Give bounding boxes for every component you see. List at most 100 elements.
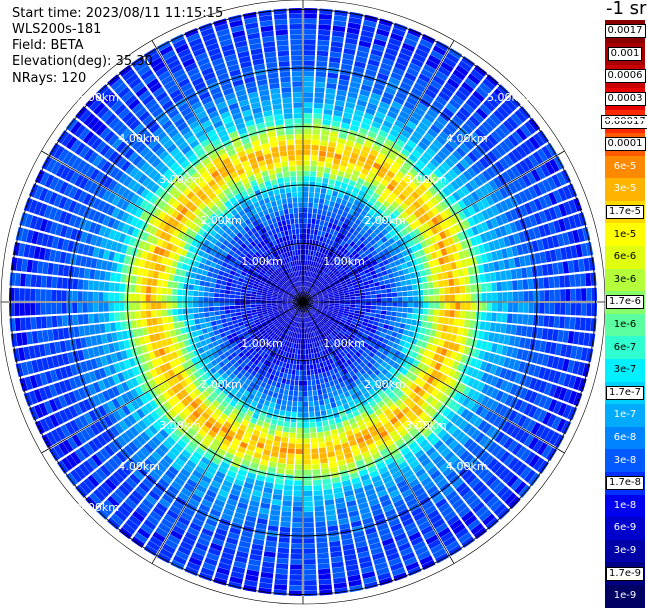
range-gate-cell [513, 292, 519, 302]
range-gate-cell [296, 444, 303, 449]
range-gate-cell [286, 464, 294, 470]
range-gate-cell [374, 282, 380, 287]
range-gate-cell [340, 298, 345, 300]
range-gate-cell [304, 171, 310, 176]
range-gate-cell [316, 421, 322, 427]
range-gate-cell [235, 306, 240, 309]
range-gate-cell [219, 306, 225, 310]
range-gate-cell [303, 255, 305, 260]
range-gate-cell [315, 516, 325, 522]
range-gate-cell [481, 284, 487, 292]
range-gate-cell [315, 82, 325, 88]
range-gate-cell [304, 491, 313, 496]
range-gate-cell [312, 145, 319, 151]
range-gate-cell [433, 281, 439, 288]
range-gate-cell [304, 590, 317, 596]
range-gate-cell [304, 507, 313, 512]
range-gate-cell [295, 470, 303, 475]
range-gate-cell [289, 364, 293, 370]
range-gate-cell [304, 34, 316, 40]
range-gate-cell [311, 438, 318, 444]
range-gate-cell [319, 225, 324, 231]
range-gate-cell [285, 384, 290, 390]
range-gate-cell [317, 368, 321, 374]
range-gate-cell [303, 244, 306, 249]
range-gate-cell [449, 287, 455, 294]
range-gate-cell [298, 391, 302, 396]
range-gate-cell [286, 469, 294, 475]
range-gate-cell [466, 294, 471, 301]
range-gate-cell [316, 235, 320, 241]
range-gate-cell [304, 543, 315, 549]
range-gate-cell [290, 422, 296, 428]
range-gate-cell [304, 155, 311, 160]
range-gate-cell [502, 303, 507, 312]
range-gate-cell [281, 405, 287, 411]
range-gate-cell [282, 506, 292, 512]
range-gate-cell [396, 312, 402, 317]
range-gate-cell [371, 306, 376, 310]
range-gate-cell [434, 288, 440, 294]
range-gate-cell [543, 277, 549, 288]
range-gate-cell [491, 282, 497, 291]
range-gate-cell [235, 309, 241, 313]
range-gate-cell [345, 295, 350, 298]
range-gate-cell [283, 427, 289, 433]
range-gate-cell [316, 177, 322, 183]
range-gate-cell [316, 537, 327, 543]
range-gate-cell [301, 339, 303, 344]
range-gate-cell [386, 311, 392, 316]
range-gate-cell [313, 119, 321, 125]
range-gate-cell [221, 319, 227, 324]
range-gate-cell [251, 307, 256, 310]
range-gate-cell [317, 166, 324, 172]
range-gate-cell [401, 318, 407, 323]
range-gate-cell [318, 156, 325, 162]
range-gate-cell [318, 395, 323, 401]
range-gate-cell [295, 465, 302, 470]
range-gate-cell [290, 380, 294, 386]
range-gate-cell [236, 315, 242, 319]
range-gate-cell [390, 316, 396, 321]
range-gate-cell [304, 512, 314, 518]
range-gate-cell [280, 447, 287, 453]
range-gate-cell [470, 285, 476, 293]
range-gate-cell [178, 315, 184, 321]
range-gate-cell [304, 76, 314, 82]
range-gate-cell [282, 378, 287, 384]
range-gate-cell [225, 310, 231, 314]
range-gate-cell [315, 224, 319, 230]
range-gate-cell [444, 287, 450, 294]
range-gate-cell [301, 344, 303, 349]
range-gate-cell [307, 218, 311, 224]
range-gate-cell [560, 289, 566, 301]
range-gate-cell [319, 198, 324, 204]
range-gate-cell [354, 310, 360, 313]
range-gate-cell [303, 181, 308, 186]
range-gate-cell [528, 303, 534, 313]
range-gate-cell [294, 480, 302, 485]
range-gate-cell [555, 290, 561, 301]
range-gate-cell [443, 317, 449, 324]
range-gate-cell [318, 437, 325, 443]
range-gate-cell [350, 307, 355, 310]
range-gate-cell [370, 287, 376, 291]
range-gate-cell [439, 310, 445, 317]
range-gate-cell [318, 204, 323, 210]
range-gate-cell [570, 289, 576, 301]
range-gate-cell [314, 369, 318, 375]
range-gate-cell [310, 181, 316, 187]
range-gate-cell [298, 344, 300, 349]
range-gate-cell [315, 411, 321, 417]
range-gate-cell [311, 375, 315, 381]
range-gate-cell [523, 291, 529, 301]
range-gate-cell [376, 306, 381, 310]
range-gate-cell [261, 304, 266, 306]
range-gate-cell [319, 151, 326, 157]
range-gate-cell [304, 40, 316, 46]
range-gate-cell [450, 295, 455, 302]
range-gate-cell [297, 423, 303, 428]
range-gate-cell [538, 315, 544, 326]
range-gate-cell [299, 375, 303, 380]
range-gate-cell [340, 304, 345, 306]
